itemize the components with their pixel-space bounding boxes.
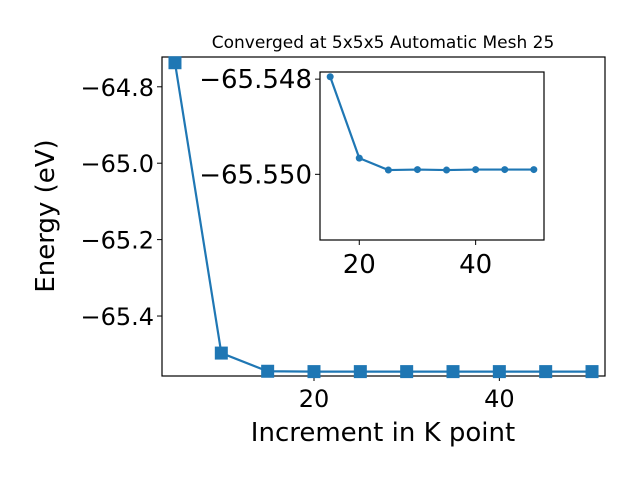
y-tick-label: −65.4 <box>80 303 154 331</box>
inset-y-tick-label: −65.550 <box>199 160 312 190</box>
x-axis-label: Increment in K point <box>251 418 515 448</box>
data-point <box>307 365 321 379</box>
y-tick-label: −65.0 <box>80 150 154 178</box>
inset-data-point <box>443 166 451 174</box>
x-tick-label: 20 <box>299 385 330 413</box>
inset-data-point <box>472 166 480 174</box>
data-point <box>492 365 506 379</box>
inset-y-tick-label: −65.548 <box>199 65 312 95</box>
data-point <box>353 365 367 379</box>
y-tick-label: −65.2 <box>80 227 154 255</box>
x-tick-label: 40 <box>484 385 515 413</box>
inset-data-point <box>413 166 421 174</box>
inset-plot-frame <box>319 71 545 241</box>
inset-x-tick-label: 40 <box>459 250 492 280</box>
data-point <box>539 365 553 379</box>
inset-data-point <box>530 166 538 174</box>
inset-data-point <box>384 166 392 174</box>
data-point <box>400 365 414 379</box>
chart-title: Converged at 5x5x5 Automatic Mesh 25 <box>212 33 555 53</box>
inset-data-point <box>501 166 509 174</box>
inset-data-point <box>355 154 363 162</box>
data-point <box>261 364 275 378</box>
y-tick-label: −64.8 <box>80 74 154 102</box>
inset-x-tick-label: 20 <box>343 250 376 280</box>
data-point <box>446 365 460 379</box>
plot-frame <box>161 56 606 377</box>
data-point <box>168 56 182 70</box>
y-axis-label: Energy (eV) <box>31 139 61 292</box>
inset-series-line <box>329 76 534 172</box>
data-point <box>585 365 599 379</box>
data-point <box>214 346 228 360</box>
inset-data-point <box>326 73 334 81</box>
series-line <box>173 62 593 373</box>
